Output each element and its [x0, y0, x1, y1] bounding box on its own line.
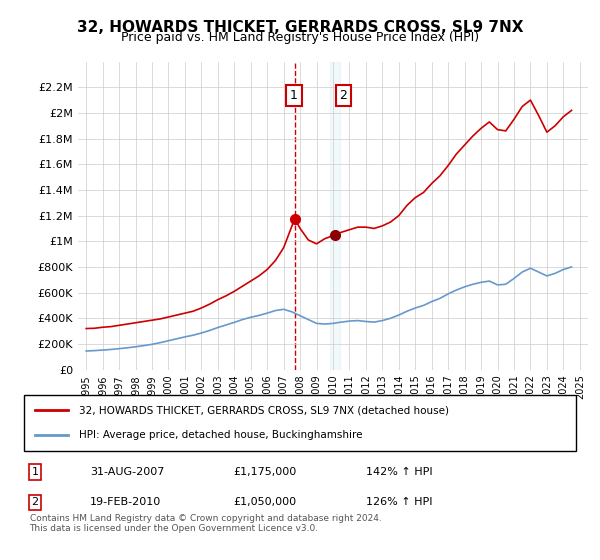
- Text: 31-AUG-2007: 31-AUG-2007: [90, 467, 164, 477]
- Text: 126% ↑ HPI: 126% ↑ HPI: [366, 497, 433, 507]
- Text: 32, HOWARDS THICKET, GERRARDS CROSS, SL9 7NX (detached house): 32, HOWARDS THICKET, GERRARDS CROSS, SL9…: [79, 405, 449, 416]
- FancyBboxPatch shape: [24, 395, 576, 451]
- Text: 2: 2: [31, 497, 38, 507]
- Text: £1,175,000: £1,175,000: [234, 467, 297, 477]
- Text: 1: 1: [290, 89, 298, 102]
- Text: HPI: Average price, detached house, Buckinghamshire: HPI: Average price, detached house, Buck…: [79, 430, 362, 440]
- Text: 19-FEB-2010: 19-FEB-2010: [90, 497, 161, 507]
- Text: Contains HM Land Registry data © Crown copyright and database right 2024.
This d: Contains HM Land Registry data © Crown c…: [29, 514, 381, 533]
- Bar: [330, 62, 340, 370]
- Text: 2: 2: [340, 89, 347, 102]
- Text: 32, HOWARDS THICKET, GERRARDS CROSS, SL9 7NX: 32, HOWARDS THICKET, GERRARDS CROSS, SL9…: [77, 20, 523, 35]
- Text: 1: 1: [32, 467, 38, 477]
- Text: Price paid vs. HM Land Registry's House Price Index (HPI): Price paid vs. HM Land Registry's House …: [121, 31, 479, 44]
- Text: £1,050,000: £1,050,000: [234, 497, 297, 507]
- Text: 142% ↑ HPI: 142% ↑ HPI: [366, 467, 433, 477]
